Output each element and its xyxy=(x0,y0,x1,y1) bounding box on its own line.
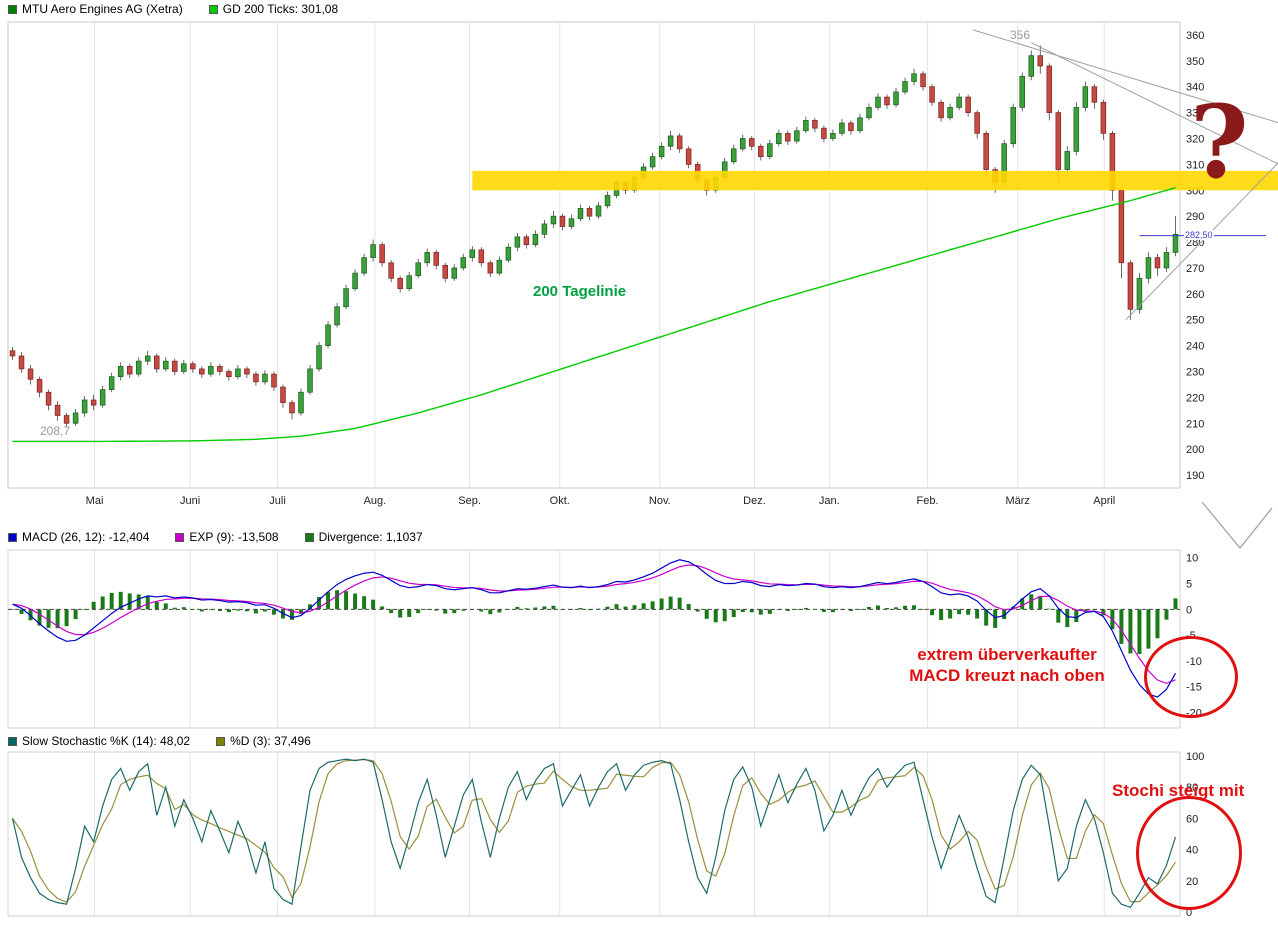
legend-item-divergence: Divergence: 1,1037 xyxy=(304,530,423,544)
x-axis-label: Feb. xyxy=(917,495,939,507)
y-axis-label: 100 xyxy=(1186,751,1204,763)
low-price-annotation: 208,7 xyxy=(40,424,71,438)
x-axis-label: Nov. xyxy=(649,495,671,507)
y-axis-label: 340 xyxy=(1186,82,1204,94)
y-axis-label: 330 xyxy=(1186,108,1204,120)
question-mark-annotation: ? xyxy=(1190,83,1249,201)
legend-item-macd: MACD (26, 12): -12,404 xyxy=(8,530,149,544)
stoch-d-label: %D (3): 37,496 xyxy=(230,734,311,748)
x-axis-label: Juli xyxy=(269,495,286,507)
stoch-k-swatch xyxy=(8,736,17,746)
y-axis-label: 10 xyxy=(1186,553,1198,565)
month-gridlines xyxy=(94,22,1105,488)
ma200-annotation: 200 Tagelinie xyxy=(533,283,627,300)
stoch-k-line xyxy=(11,758,1177,909)
trendline-apex-mark xyxy=(1201,501,1273,549)
legend-item-price-series: MTU Aero Engines AG (Xetra) xyxy=(8,2,183,16)
main-chart-legend: MTU Aero Engines AG (Xetra) GD 200 Ticks… xyxy=(8,2,338,16)
y-axis-label: 230 xyxy=(1186,367,1204,379)
stochastic-annotation: Stochi steigt mit xyxy=(1112,781,1245,800)
x-axis-label: Okt. xyxy=(550,495,570,507)
plot-frame xyxy=(7,549,1181,729)
candles xyxy=(9,45,1179,427)
month-gridlines xyxy=(94,550,1105,728)
macd-annotation: extrem überverkaufter MACD kreuzt nach o… xyxy=(872,644,1142,686)
month-gridlines xyxy=(94,752,1105,916)
macd-swatch xyxy=(8,532,17,542)
y-axis-label: 210 xyxy=(1186,418,1204,430)
y-axis-label: 270 xyxy=(1186,263,1204,275)
stoch-d-swatch xyxy=(216,736,226,746)
ma200-label: GD 200 Ticks: 301,08 xyxy=(222,2,339,16)
macd-highlight-ellipse xyxy=(1144,636,1238,718)
exp-swatch xyxy=(175,532,185,542)
y-axis-label: 320 xyxy=(1186,134,1204,146)
trend-line xyxy=(972,29,1278,124)
x-axis-label: Sep. xyxy=(458,495,481,507)
legend-item-ma200: GD 200 Ticks: 301,08 xyxy=(208,2,339,16)
y-axis-label: 350 xyxy=(1186,56,1204,68)
legend-item-stoch-d: %D (3): 37,496 xyxy=(216,734,311,748)
y-axis-label: 5 xyxy=(1186,579,1192,591)
divergence-histogram xyxy=(10,590,1178,654)
y-axis-label: 200 xyxy=(1186,444,1204,456)
y-axis-label: 260 xyxy=(1186,289,1204,301)
macd-line xyxy=(12,559,1177,698)
x-axis-label: Aug. xyxy=(364,495,387,507)
resistance-band xyxy=(472,170,1278,191)
y-axis-label: 0 xyxy=(1186,907,1192,919)
plot-frame xyxy=(7,751,1181,917)
high-price-annotation: 356 xyxy=(1010,28,1031,42)
legend-item-stoch-k: Slow Stochastic %K (14): 48,02 xyxy=(8,734,190,748)
legend-item-exp: EXP (9): -13,508 xyxy=(175,530,279,544)
y-axis-label: 310 xyxy=(1186,159,1204,171)
ma200-swatch xyxy=(208,4,218,14)
price-series-swatch xyxy=(8,4,17,14)
macd-annotation-line1: extrem überverkaufter xyxy=(917,645,1097,664)
stochastic-legend: Slow Stochastic %K (14): 48,02 %D (3): 3… xyxy=(8,734,311,748)
price-chart: Mai Juni Juli Aug. Sep. Okt. Nov. Dez. Jan. Feb. M… xyxy=(7,21,1278,507)
exp-label: EXP (9): -13,508 xyxy=(189,530,279,544)
ma200-line xyxy=(12,187,1176,443)
divergence-label: Divergence: 1,1037 xyxy=(318,530,423,544)
macd-legend: MACD (26, 12): -12,404 EXP (9): -13,508 … xyxy=(8,530,423,544)
y-axis-label: 190 xyxy=(1186,470,1204,482)
y-axis-label: 250 xyxy=(1186,315,1204,327)
y-axis-label: 80 xyxy=(1186,782,1198,794)
y-axis-label: 290 xyxy=(1186,211,1204,223)
trend-line xyxy=(1125,162,1278,321)
x-axis-label: Mai xyxy=(86,495,104,507)
macd-label: MACD (26, 12): -12,404 xyxy=(22,530,150,544)
trend-line xyxy=(1031,42,1278,165)
y-axis-label: 280 xyxy=(1186,237,1204,249)
price-marker-label: 282,50 xyxy=(1184,230,1214,240)
macd-annotation-line2: MACD kreuzt nach oben xyxy=(909,666,1105,685)
stochastic-highlight-ellipse xyxy=(1136,796,1242,910)
x-axis-label: Jan. xyxy=(819,495,840,507)
y-axis-label: 240 xyxy=(1186,341,1204,353)
divergence-swatch xyxy=(304,532,314,542)
stoch-k-label: Slow Stochastic %K (14): 48,02 xyxy=(22,734,191,748)
price-series-label: MTU Aero Engines AG (Xetra) xyxy=(22,2,183,16)
x-axis-label: Dez. xyxy=(743,495,766,507)
plot-frame xyxy=(7,21,1181,489)
y-axis-label: 0 xyxy=(1186,604,1192,616)
x-axis-label: März xyxy=(1005,495,1029,507)
x-axis-label: April xyxy=(1093,495,1115,507)
y-axis-label: 360 xyxy=(1186,30,1204,42)
x-axis-label: Juni xyxy=(180,495,200,507)
stoch-d-line xyxy=(12,759,1176,903)
y-axis-label: 220 xyxy=(1186,392,1204,404)
